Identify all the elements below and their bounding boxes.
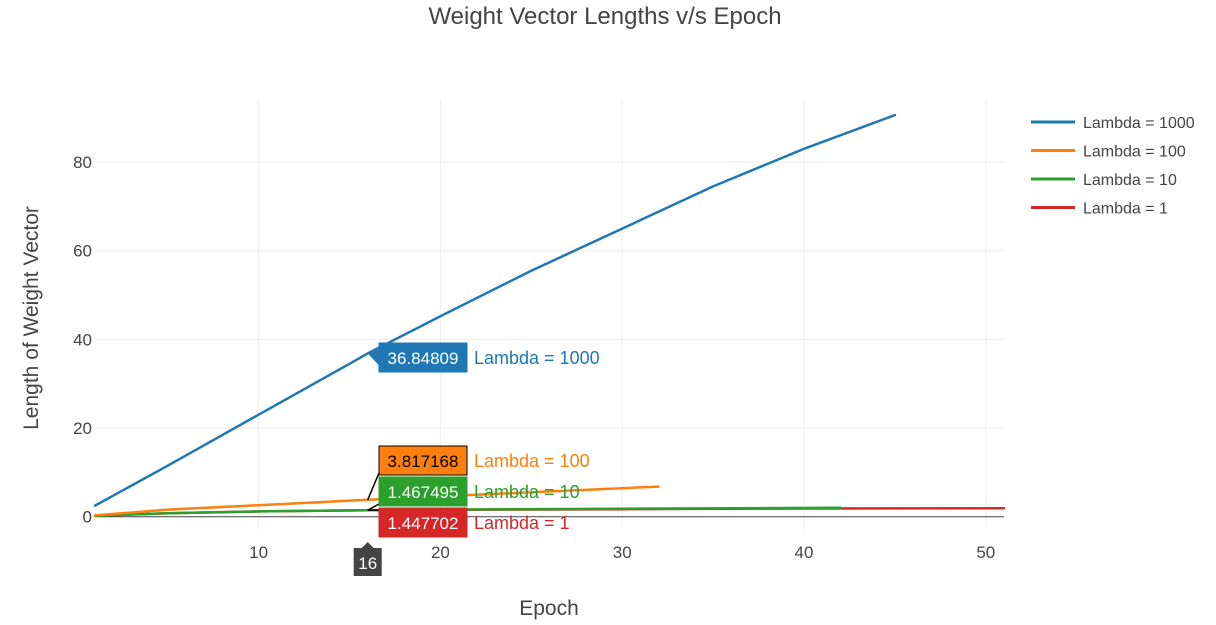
legend[interactable]: Lambda = 1000 Lambda = 100 Lambda = 10 Lamb…: [1031, 115, 1195, 218]
hover-value-box: [378, 342, 468, 373]
legend-label: Lambda = 100: [1083, 144, 1186, 161]
hover-pointer: [367, 349, 379, 366]
legend-label: Lambda = 10: [1083, 172, 1177, 189]
x-axis-title: Epoch: [519, 597, 579, 620]
series-line: [93, 506, 842, 518]
hover-x-label: 16: [353, 542, 382, 576]
y-tick-label: 40: [73, 330, 92, 349]
hover-item: 1.467495 Lambda = 10: [367, 476, 580, 511]
hover-series-name: Lambda = 100: [474, 451, 590, 471]
legend-item[interactable]: Lambda = 1000: [1031, 115, 1195, 132]
series-line: [93, 485, 660, 517]
hover-item: 36.84809 Lambda = 1000: [367, 342, 600, 373]
y-axis-title: Length of Weight Vector: [20, 206, 43, 430]
y-tick-label: 80: [73, 153, 92, 172]
hover-pointer: [367, 503, 380, 511]
legend-label: Lambda = 1: [1083, 201, 1168, 218]
series-lines: [93, 113, 1006, 518]
chart-title: Weight Vector Lengths v/s Epoch: [428, 3, 781, 30]
y-tick-label: 0: [83, 508, 92, 527]
hover-x-box: [353, 548, 382, 576]
legend-label: Lambda = 1000: [1083, 115, 1195, 132]
x-tick-label: 40: [795, 543, 814, 562]
hover-value: 1.447702: [388, 514, 459, 533]
hover-series-name: Lambda = 1: [474, 513, 570, 533]
x-tick-label: 20: [431, 543, 450, 562]
hover-value: 3.817168: [388, 452, 459, 471]
hover-item: 3.817168 Lambda = 100: [367, 445, 590, 501]
hover-value: 36.84809: [388, 349, 459, 368]
hover-tooltip: 16 36.84809 Lambda = 1000 3.817168 Lambda = …: [353, 342, 600, 576]
hover-value: 1.467495: [388, 483, 459, 502]
series-line: [93, 113, 897, 507]
hover-value-box: [378, 507, 468, 538]
hover-item: 1.447702 Lambda = 1: [367, 507, 570, 538]
hover-series-name: Lambda = 10: [474, 482, 580, 502]
hover-series-name: Lambda = 1000: [474, 348, 600, 368]
hover-value-box: [378, 445, 468, 476]
axis-ticks: 10 20 30 40 50 0 20 40 60 80: [73, 153, 995, 562]
legend-item[interactable]: Lambda = 1: [1031, 201, 1168, 218]
hover-x-text: 16: [358, 554, 377, 573]
legend-item[interactable]: Lambda = 100: [1031, 144, 1186, 161]
y-tick-label: 60: [73, 242, 92, 261]
x-tick-label: 10: [249, 543, 268, 562]
hover-pointer: [367, 472, 380, 501]
y-tick-label: 20: [73, 419, 92, 438]
hover-value-box: [378, 476, 468, 507]
x-tick-label: 50: [976, 543, 995, 562]
legend-item[interactable]: Lambda = 10: [1031, 172, 1177, 189]
grid: [95, 100, 1004, 530]
x-tick-label: 30: [613, 543, 632, 562]
hover-x-pointer: [361, 542, 374, 548]
